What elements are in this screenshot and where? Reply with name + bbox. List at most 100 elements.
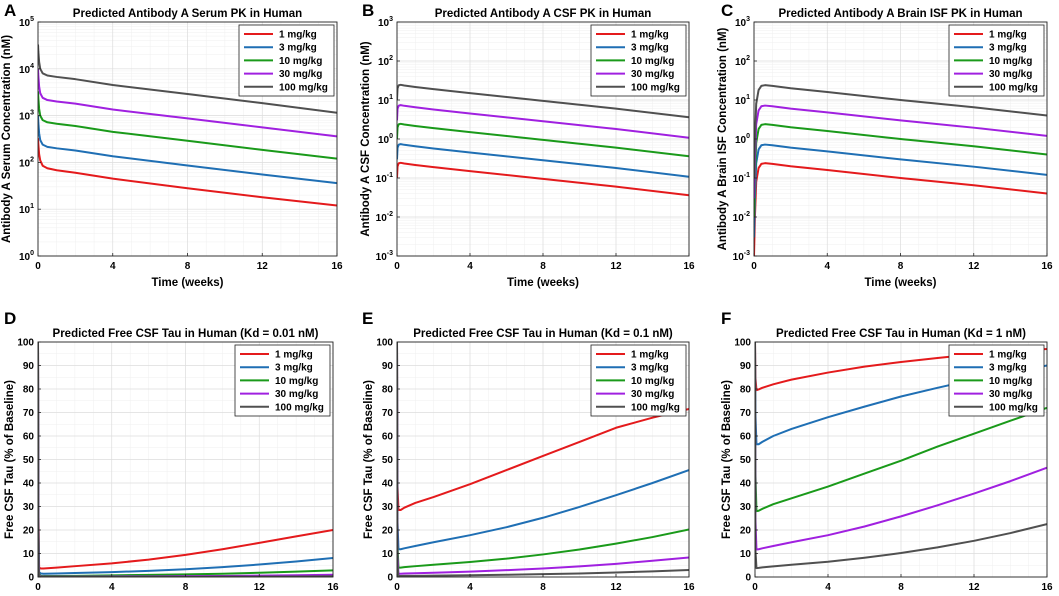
y-tick-label: 101 — [19, 203, 34, 216]
y-tick-label: 40 — [382, 479, 394, 490]
series-line-1-mg-kg — [397, 161, 689, 197]
legend-label: 10 mg/kg — [989, 56, 1032, 67]
y-tick-label: 80 — [382, 385, 394, 396]
series-group — [397, 342, 689, 577]
y-tick-label: 105 — [19, 16, 34, 29]
legend-label: 10 mg/kg — [275, 376, 318, 387]
x-tick-label: 8 — [898, 582, 904, 593]
y-tick-label: 100 — [735, 133, 750, 146]
series-line-10-mg-kg — [755, 342, 1047, 513]
legend-label: 1 mg/kg — [989, 30, 1027, 41]
legend-label: 100 mg/kg — [279, 82, 328, 93]
y-tick-base: 10 — [733, 213, 745, 224]
chart-title: Predicted Antibody A Serum PK in Human — [73, 8, 302, 20]
y-tick-label: 60 — [740, 432, 752, 443]
y-tick-base: 10 — [378, 96, 390, 107]
legend-label: 10 mg/kg — [989, 376, 1032, 387]
y-tick-label: 0 — [28, 573, 34, 584]
y-tick-label: 102 — [378, 55, 393, 68]
y-tick-exponent: -1 — [387, 172, 393, 179]
panel-d: 0 4 8 12 16 0 10 20 30 40 50 60 70 80 90 100 Predicted F… — [4, 309, 339, 593]
y-tick-label: 20 — [382, 526, 394, 537]
y-tick-label: 101 — [735, 94, 750, 107]
y-tick-exponent: 1 — [746, 94, 750, 101]
y-tick-label: 90 — [740, 361, 752, 372]
legend: 1 mg/kg 3 mg/kg 10 mg/kg 30 mg/kg 100 mg/kg — [948, 344, 1045, 417]
y-tick-label: 20 — [740, 526, 752, 537]
x-tick-label: 12 — [968, 261, 980, 272]
y-tick-base: 10 — [378, 18, 390, 29]
y-tick-base: 10 — [19, 112, 31, 123]
y-tick-label: 10 — [740, 549, 752, 560]
legend-label: 100 mg/kg — [631, 82, 680, 93]
y-tick-label: 50 — [740, 455, 752, 466]
y-tick-label: 70 — [23, 408, 35, 419]
y-axis-label: Free CSF Tau (% of Baseline) — [363, 380, 375, 539]
y-tick-label: 10-1 — [376, 172, 393, 185]
y-tick-base: 10 — [19, 252, 31, 263]
series-line-100-mg-kg — [397, 342, 689, 577]
x-tick-label: 12 — [254, 582, 266, 593]
y-tick-label: 100 — [734, 338, 751, 349]
legend-label: 1 mg/kg — [989, 350, 1027, 361]
y-tick-base: 10 — [378, 57, 390, 68]
series-line-30-mg-kg — [38, 68, 337, 138]
legend-label: 30 mg/kg — [989, 389, 1032, 400]
legend: 1 mg/kg 3 mg/kg 10 mg/kg 30 mg/kg 100 mg/kg — [948, 24, 1045, 97]
x-tick-label: 0 — [394, 582, 400, 593]
x-tick-label: 0 — [35, 582, 41, 593]
series-line-10-mg-kg — [397, 122, 689, 158]
y-tick-base: 10 — [733, 252, 745, 263]
x-tick-label: 4 — [825, 582, 831, 593]
y-tick-label: 10-1 — [733, 172, 750, 185]
y-tick-base: 10 — [19, 205, 31, 216]
chart-title: Predicted Free CSF Tau in Human (Kd = 0.… — [53, 328, 319, 340]
y-tick-label: 103 — [19, 110, 34, 123]
legend: 1 mg/kg 3 mg/kg 10 mg/kg 30 mg/kg 100 mg/kg — [238, 24, 335, 97]
y-tick-base: 10 — [378, 135, 390, 146]
y-tick-base: 10 — [19, 65, 31, 76]
y-tick-label: 10-2 — [733, 211, 750, 224]
legend-label: 1 mg/kg — [279, 30, 317, 41]
series-line-3-mg-kg — [397, 342, 689, 551]
y-tick-label: 40 — [740, 479, 752, 490]
y-tick-label: 100 — [19, 250, 34, 263]
y-tick-label: 100 — [378, 133, 393, 146]
panel-letter: D — [4, 309, 16, 328]
y-tick-exponent: 3 — [746, 16, 750, 23]
y-tick-label: 103 — [735, 16, 750, 29]
y-tick-base: 10 — [376, 252, 388, 263]
x-tick-label: 8 — [185, 261, 191, 272]
y-tick-exponent: 3 — [389, 16, 393, 23]
y-tick-label: 40 — [23, 479, 35, 490]
x-tick-label: 8 — [540, 261, 546, 272]
series-group — [397, 83, 689, 197]
x-tick-label: 16 — [331, 261, 343, 272]
y-tick-label: 20 — [23, 526, 35, 537]
y-tick-base: 10 — [376, 174, 388, 185]
x-tick-label: 4 — [110, 261, 116, 272]
y-tick-base: 10 — [19, 158, 31, 169]
y-tick-label: 80 — [740, 385, 752, 396]
y-tick-label: 102 — [19, 156, 34, 169]
y-tick-label: 10-3 — [733, 250, 750, 263]
x-tick-label: 12 — [968, 582, 980, 593]
chart-title: Predicted Free CSF Tau in Human (Kd = 0.… — [413, 328, 673, 340]
y-tick-label: 50 — [382, 455, 394, 466]
legend-label: 3 mg/kg — [631, 43, 669, 54]
legend-label: 1 mg/kg — [275, 350, 313, 361]
x-axis-label: Time (weeks) — [864, 277, 936, 289]
legend-label: 10 mg/kg — [279, 56, 322, 67]
y-tick-exponent: 2 — [389, 55, 393, 62]
x-axis-label: Time (weeks) — [507, 277, 579, 289]
panel-letter: E — [362, 309, 373, 328]
legend-label: 3 mg/kg — [631, 363, 669, 374]
y-tick-exponent: -3 — [744, 250, 750, 257]
y-tick-label: 103 — [378, 16, 393, 29]
legend-label: 100 mg/kg — [275, 402, 324, 413]
y-tick-label: 10 — [382, 549, 394, 560]
x-tick-label: 0 — [751, 261, 757, 272]
